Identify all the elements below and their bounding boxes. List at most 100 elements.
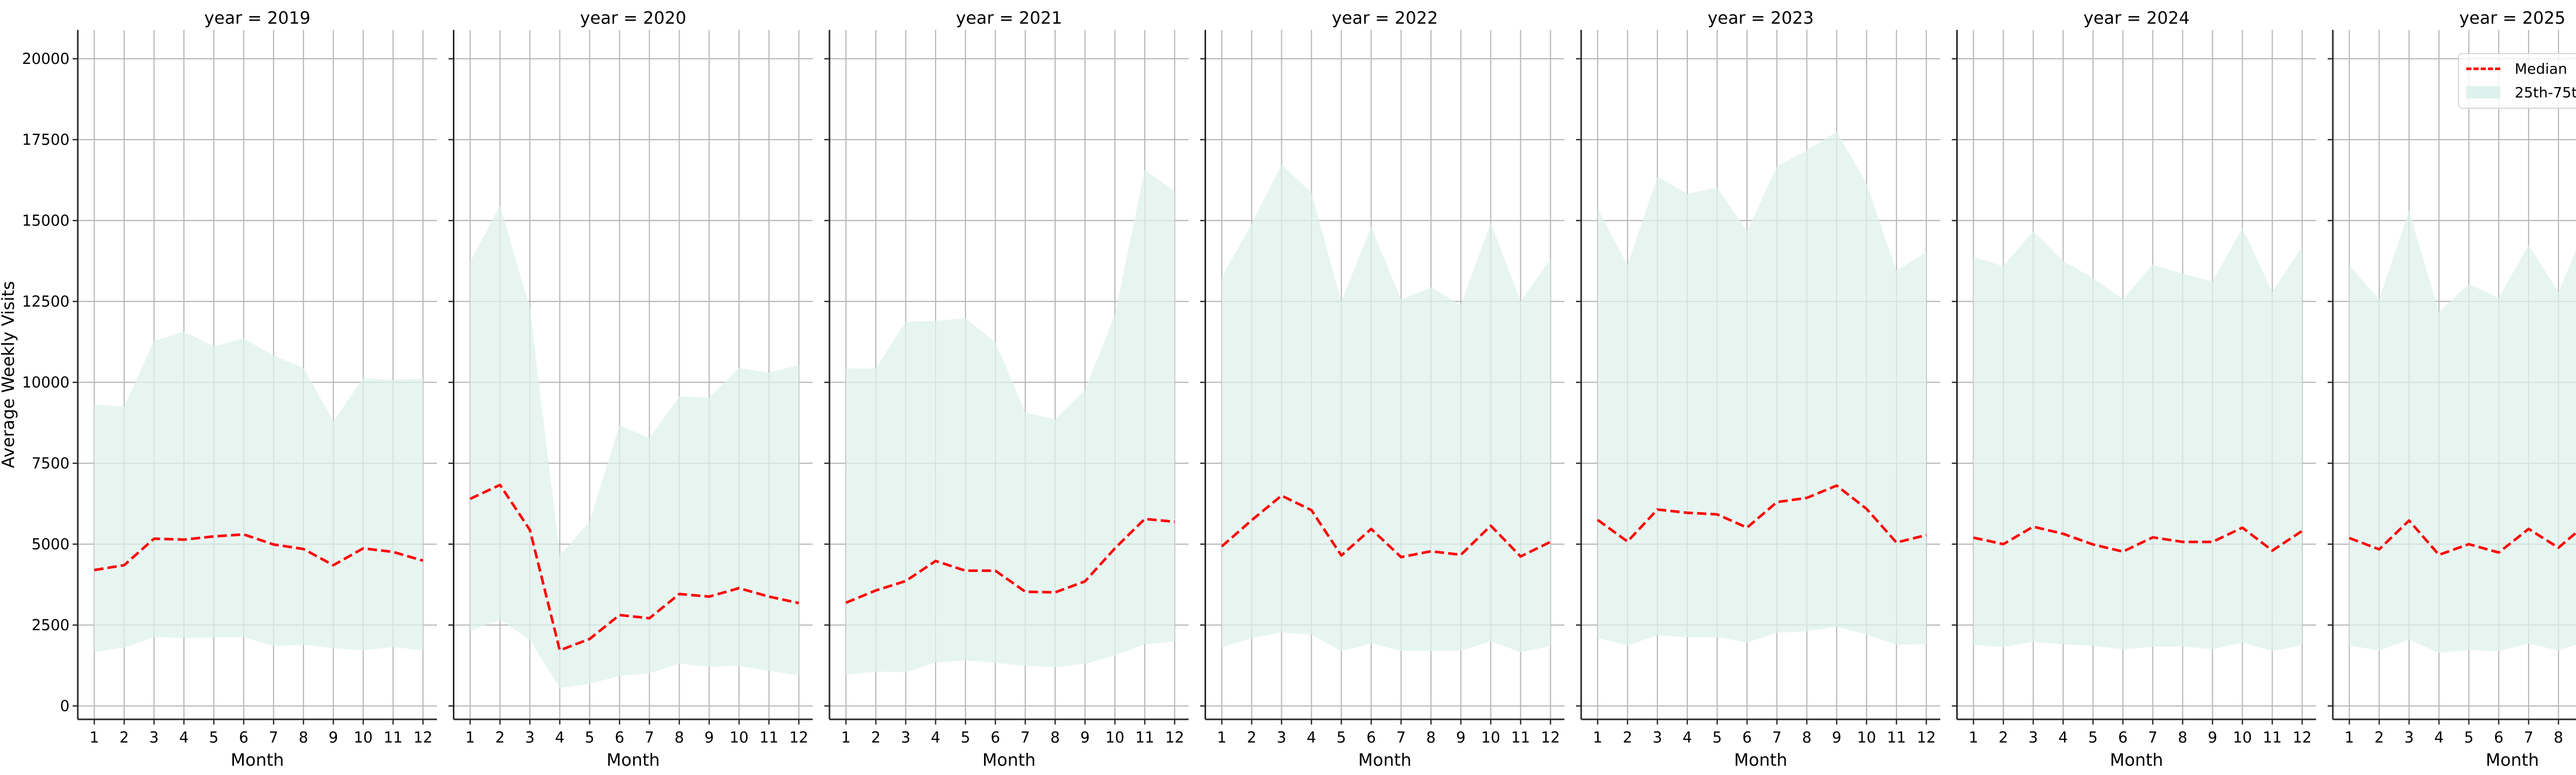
x-tick-label: 9 (2208, 729, 2217, 746)
x-tick-label: 7 (269, 729, 278, 746)
x-tick-label: 9 (1832, 729, 1841, 746)
x-tick-label: 6 (2118, 729, 2127, 746)
legend-item-percentile-band: 25th-75th Percentile (2466, 82, 2576, 103)
x-tick-label: 9 (1080, 729, 1090, 746)
x-tick-label: 4 (2434, 729, 2444, 746)
x-tick-label: 7 (2524, 729, 2533, 746)
x-tick-label: 5 (1336, 729, 1346, 746)
y-tick-label: 17500 (22, 131, 70, 148)
panel-title: year = 2024 (2083, 8, 2190, 28)
panel-title: year = 2021 (956, 8, 1062, 28)
x-tick-label: 12 (1165, 729, 1184, 746)
x-tick-label: 4 (931, 729, 940, 746)
x-tick-label: 3 (1277, 729, 1286, 746)
x-tick-label: 7 (645, 729, 654, 746)
median-line (1973, 525, 2303, 553)
percentile-band (1222, 164, 1551, 652)
panel-title: year = 2022 (1332, 8, 1438, 28)
x-tick-label: 4 (179, 729, 189, 746)
x-axis-label: Month (982, 750, 1036, 770)
x-tick-label: 1 (1217, 729, 1226, 746)
x-tick-label: 7 (1021, 729, 1030, 746)
y-tick-label: 12500 (22, 293, 70, 310)
x-tick-label: 10 (1106, 729, 1125, 746)
x-tick-label: 5 (2464, 729, 2473, 746)
x-tick-label: 12 (414, 729, 433, 746)
y-tick-label: 7500 (31, 454, 70, 472)
x-tick-label: 10 (354, 729, 373, 746)
x-tick-label: 5 (585, 729, 594, 746)
x-tick-label: 5 (961, 729, 970, 746)
x-tick-label: 5 (2088, 729, 2097, 746)
percentile-band (470, 205, 799, 688)
percentile-band (1973, 228, 2302, 651)
x-tick-label: 10 (2233, 729, 2252, 746)
x-tick-label: 8 (2178, 729, 2187, 746)
x-tick-label: 11 (2263, 729, 2282, 746)
x-axis-label: Month (1358, 750, 1411, 770)
x-tick-label: 1 (841, 729, 851, 746)
chart-legend: Median 25th-75th Percentile (2458, 53, 2576, 109)
x-tick-label: 2 (120, 729, 129, 746)
panel-title: year = 2019 (204, 8, 310, 28)
y-tick-label: 5000 (31, 535, 70, 553)
x-tick-label: 2 (2375, 729, 2384, 746)
x-tick-label: 7 (1396, 729, 1405, 746)
x-tick-label: 1 (90, 729, 99, 746)
x-tick-label: 6 (615, 729, 624, 746)
x-tick-label: 7 (2148, 729, 2157, 746)
x-tick-label: 7 (1772, 729, 1782, 746)
x-tick-label: 12 (2293, 729, 2312, 746)
filled-band-swatch-icon (2466, 86, 2500, 98)
x-tick-label: 3 (1653, 729, 1662, 746)
x-tick-label: 12 (789, 729, 808, 746)
x-tick-label: 3 (149, 729, 159, 746)
x-tick-label: 11 (1887, 729, 1906, 746)
x-tick-label: 5 (1713, 729, 1722, 746)
panel-title: year = 2023 (1707, 8, 1814, 28)
x-tick-label: 8 (1050, 729, 1060, 746)
x-tick-label: 10 (1857, 729, 1876, 746)
percentile-band (2349, 210, 2576, 653)
panel-title: year = 2025 (2459, 8, 2565, 28)
x-tick-label: 9 (329, 729, 338, 746)
x-tick-label: 8 (2554, 729, 2563, 746)
x-tick-label: 2 (871, 729, 880, 746)
legend-label-percentile: 25th-75th Percentile (2515, 83, 2576, 101)
y-tick-label: 2500 (31, 616, 70, 634)
median-line (94, 533, 423, 571)
x-tick-label: 11 (1511, 729, 1530, 746)
x-tick-label: 1 (465, 729, 474, 746)
x-tick-label: 8 (1802, 729, 1811, 746)
x-tick-label: 1 (1593, 729, 1602, 746)
x-tick-label: 4 (1307, 729, 1316, 746)
x-tick-label: 2 (495, 729, 504, 746)
x-tick-label: 12 (1917, 729, 1936, 746)
median-line (845, 517, 1175, 604)
x-tick-label: 11 (1136, 729, 1155, 746)
x-tick-label: 9 (704, 729, 714, 746)
x-axis-label: Month (1734, 750, 1787, 770)
x-tick-label: 8 (299, 729, 308, 746)
x-tick-label: 3 (2404, 729, 2414, 746)
legend-item-median: Median (2466, 58, 2567, 79)
x-tick-label: 9 (1456, 729, 1465, 746)
x-axis-label: Month (2486, 750, 2539, 770)
legend-label-median: Median (2515, 60, 2567, 77)
dashed-line-swatch-icon (2466, 67, 2500, 70)
y-axis-label: Average Weekly Visits (0, 281, 18, 468)
y-tick-label: 15000 (22, 212, 70, 229)
x-tick-label: 8 (1426, 729, 1435, 746)
median-line (1597, 484, 1927, 544)
x-tick-label: 3 (901, 729, 910, 746)
x-tick-label: 2 (1998, 729, 2008, 746)
x-tick-label: 1 (2345, 729, 2354, 746)
x-axis-label: Month (231, 750, 284, 770)
